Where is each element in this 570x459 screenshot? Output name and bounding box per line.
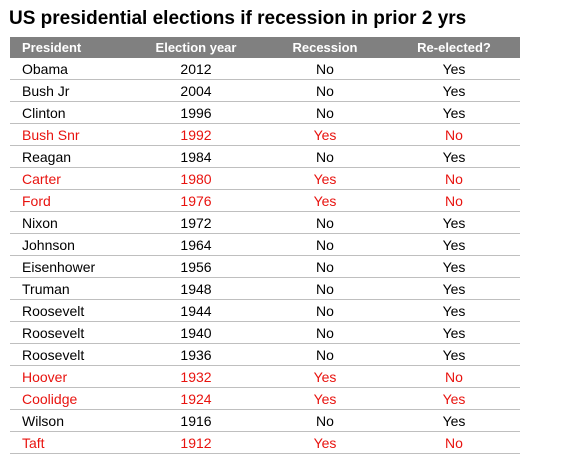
cell-recession: No	[262, 211, 388, 234]
cell-re-elected: Yes	[388, 255, 520, 278]
cell-re-elected: No	[388, 365, 520, 388]
cell-president: Roosevelt	[10, 299, 130, 322]
table-body: Obama 2012 No Yes Bush Jr 2004 No Yes Clinton 199…	[10, 58, 520, 454]
cell-president: Truman	[10, 277, 130, 300]
cell-election-year: 1964	[130, 233, 262, 256]
cell-president: Ford	[10, 189, 130, 212]
table-row: Bush Snr 1992 Yes No	[10, 123, 520, 146]
table-row: Ford 1976 Yes No	[10, 189, 520, 212]
table-row: Roosevelt 1940 No Yes	[10, 321, 520, 344]
cell-election-year: 2004	[130, 79, 262, 102]
cell-re-elected: Yes	[388, 145, 520, 168]
cell-re-elected: Yes	[388, 321, 520, 344]
table-row: Hoover 1932 Yes No	[10, 365, 520, 388]
cell-recession: No	[262, 409, 388, 432]
table-row: Carter 1980 Yes No	[10, 167, 520, 190]
cell-re-elected: Yes	[388, 211, 520, 234]
cell-re-elected: Yes	[388, 343, 520, 366]
cell-election-year: 1924	[130, 387, 262, 410]
table-row: Roosevelt 1944 No Yes	[10, 299, 520, 322]
cell-election-year: 1980	[130, 167, 262, 190]
table-row: Wilson 1916 No Yes	[10, 409, 520, 432]
cell-president: Taft	[10, 431, 130, 454]
cell-recession: Yes	[262, 365, 388, 388]
cell-election-year: 1940	[130, 321, 262, 344]
cell-recession: Yes	[262, 387, 388, 410]
cell-election-year: 1948	[130, 277, 262, 300]
cell-recession: Yes	[262, 123, 388, 146]
cell-re-elected: Yes	[388, 58, 520, 80]
table-row: Truman 1948 No Yes	[10, 277, 520, 300]
cell-election-year: 1956	[130, 255, 262, 278]
header-re-elected: Re-elected?	[388, 37, 520, 58]
table-row: Eisenhower 1956 No Yes	[10, 255, 520, 278]
cell-re-elected: No	[388, 123, 520, 146]
cell-president: Wilson	[10, 409, 130, 432]
cell-president: Coolidge	[10, 387, 130, 410]
table-row: Roosevelt 1936 No Yes	[10, 343, 520, 366]
header-recession: Recession	[262, 37, 388, 58]
cell-re-elected: Yes	[388, 387, 520, 410]
table-header: President Election year Recession Re-ele…	[10, 37, 520, 58]
cell-re-elected: No	[388, 189, 520, 212]
table-row: Obama 2012 No Yes	[10, 58, 520, 80]
cell-election-year: 2012	[130, 58, 262, 80]
cell-re-elected: Yes	[388, 233, 520, 256]
cell-president: Eisenhower	[10, 255, 130, 278]
cell-president: Bush Snr	[10, 123, 130, 146]
cell-president: Roosevelt	[10, 343, 130, 366]
cell-recession: Yes	[262, 189, 388, 212]
table-row: Taft 1912 Yes No	[10, 431, 520, 454]
cell-recession: No	[262, 321, 388, 344]
cell-election-year: 1932	[130, 365, 262, 388]
cell-recession: No	[262, 233, 388, 256]
cell-president: Reagan	[10, 145, 130, 168]
cell-recession: No	[262, 145, 388, 168]
cell-recession: No	[262, 255, 388, 278]
cell-recession: Yes	[262, 431, 388, 454]
header-president: President	[10, 37, 130, 58]
cell-election-year: 1944	[130, 299, 262, 322]
cell-election-year: 1916	[130, 409, 262, 432]
cell-election-year: 1972	[130, 211, 262, 234]
cell-recession: No	[262, 299, 388, 322]
cell-president: Johnson	[10, 233, 130, 256]
table-row: Reagan 1984 No Yes	[10, 145, 520, 168]
table-row: Clinton 1996 No Yes	[10, 101, 520, 124]
cell-recession: No	[262, 79, 388, 102]
cell-re-elected: No	[388, 431, 520, 454]
cell-election-year: 1912	[130, 431, 262, 454]
cell-recession: No	[262, 101, 388, 124]
cell-president: Hoover	[10, 365, 130, 388]
cell-president: Roosevelt	[10, 321, 130, 344]
page-title: US presidential elections if recession i…	[9, 8, 467, 29]
cell-election-year: 1976	[130, 189, 262, 212]
header-election-year: Election year	[130, 37, 262, 58]
header-row: President Election year Recession Re-ele…	[10, 37, 520, 58]
elections-table: President Election year Recession Re-ele…	[10, 37, 520, 454]
table-row: Bush Jr 2004 No Yes	[10, 79, 520, 102]
table-row: Johnson 1964 No Yes	[10, 233, 520, 256]
cell-president: Clinton	[10, 101, 130, 124]
cell-re-elected: No	[388, 167, 520, 190]
cell-recession: Yes	[262, 167, 388, 190]
cell-re-elected: Yes	[388, 101, 520, 124]
cell-president: Nixon	[10, 211, 130, 234]
cell-election-year: 1996	[130, 101, 262, 124]
table-row: Nixon 1972 No Yes	[10, 211, 520, 234]
cell-recession: No	[262, 343, 388, 366]
cell-president: Bush Jr	[10, 79, 130, 102]
cell-re-elected: Yes	[388, 299, 520, 322]
cell-re-elected: Yes	[388, 409, 520, 432]
cell-election-year: 1992	[130, 123, 262, 146]
cell-re-elected: Yes	[388, 277, 520, 300]
cell-election-year: 1936	[130, 343, 262, 366]
cell-president: Obama	[10, 58, 130, 80]
cell-re-elected: Yes	[388, 79, 520, 102]
cell-recession: No	[262, 277, 388, 300]
cell-president: Carter	[10, 167, 130, 190]
table-row: Coolidge 1924 Yes Yes	[10, 387, 520, 410]
cell-recession: No	[262, 58, 388, 80]
cell-election-year: 1984	[130, 145, 262, 168]
